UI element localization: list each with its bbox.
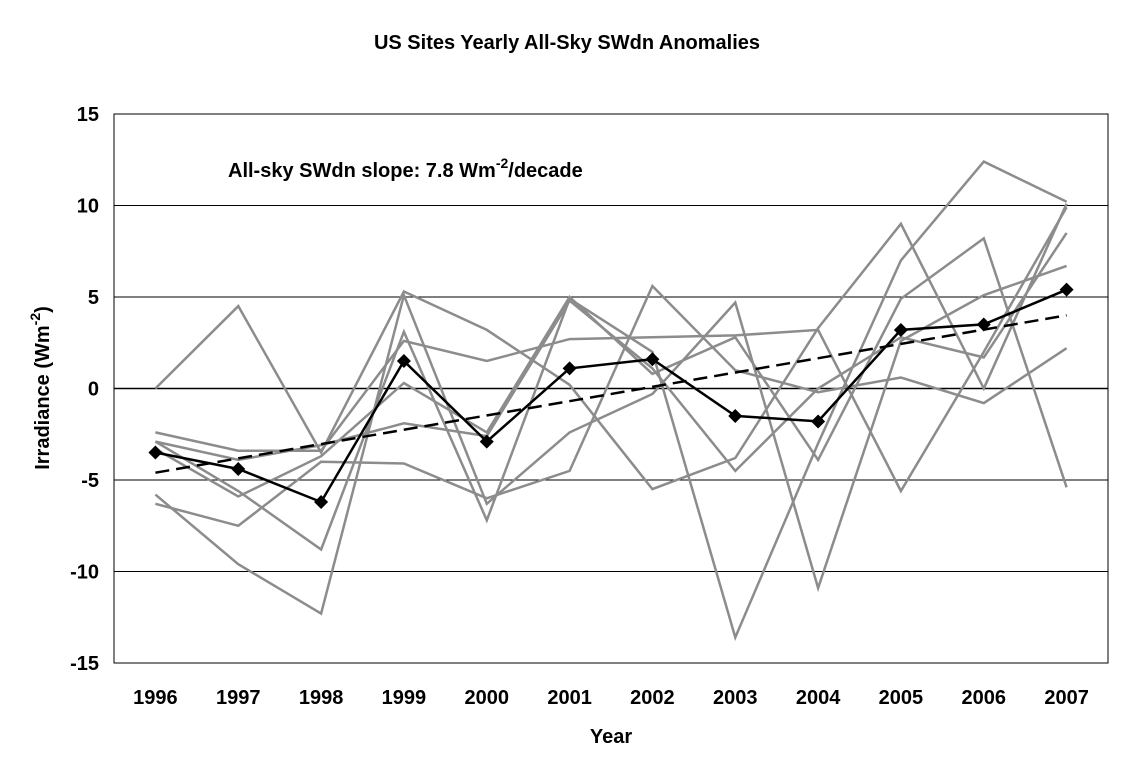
site-series-line-7 <box>154 236 1068 498</box>
slope-annotation-prefix: All-sky SWdn slope: 7.8 Wm <box>228 160 496 182</box>
y-axis-title-end: ) <box>32 306 54 313</box>
mean-point-marker <box>811 414 826 429</box>
x-tick-label: 2005 <box>879 687 924 709</box>
grid-lines <box>114 205 1108 572</box>
mean-point-marker <box>1059 282 1074 297</box>
chart-title: US Sites Yearly All-Sky SWdn Anomalies <box>374 32 760 54</box>
mean-point-marker <box>148 445 163 460</box>
slope-annotation-suffix: /decade <box>508 160 582 182</box>
mean-point-marker <box>893 322 908 337</box>
mean-series-line <box>155 288 1068 504</box>
y-tick-label: 15 <box>77 104 99 126</box>
mean-point-marker <box>314 494 329 509</box>
x-tick-label: 1998 <box>299 687 344 709</box>
y-tick-label: 10 <box>77 196 99 218</box>
y-tick-labels: -15 -10 -5 0 5 10 15 <box>70 104 99 675</box>
x-tick-label: 1997 <box>216 687 261 709</box>
trend-line <box>155 314 1067 474</box>
mean-point-marker <box>728 408 743 423</box>
trend-line-group <box>155 314 1067 474</box>
x-tick-label: 2004 <box>796 687 841 709</box>
x-axis-title: Year <box>590 726 632 748</box>
mean-series-group <box>148 282 1074 509</box>
mean-point-marker <box>479 434 494 449</box>
x-tick-label: 1999 <box>382 687 427 709</box>
x-tick-labels: 1996 1997 1998 1999 2000 2001 2002 2003 2004 2005… <box>133 687 1089 709</box>
mean-point-marker <box>396 354 411 369</box>
x-tick-label: 2003 <box>713 687 758 709</box>
mean-point-marker <box>231 462 246 477</box>
slope-annotation: All-sky SWdn slope: 7.8 Wm-2/decade <box>228 155 583 182</box>
x-tick-label: 2006 <box>962 687 1007 709</box>
slope-annotation-sup: -2 <box>496 155 509 171</box>
y-tick-label: -10 <box>70 562 99 584</box>
y-tick-label: -5 <box>81 470 99 492</box>
mean-point-marker <box>645 352 660 367</box>
site-series-line-1 <box>154 203 1068 491</box>
y-tick-label: 5 <box>88 287 99 309</box>
site-series-line-5 <box>154 264 1068 616</box>
y-axis-title-sup: -2 <box>27 313 43 326</box>
x-tick-label: 1996 <box>133 687 178 709</box>
site-series-line-4 <box>154 160 1068 642</box>
site-series-line-2 <box>155 206 1068 494</box>
plot-area-frame <box>113 113 1109 664</box>
x-tick-label: 2007 <box>1044 687 1089 709</box>
y-tick-label: -15 <box>70 653 99 675</box>
x-tick-label: 2002 <box>630 687 675 709</box>
site-series-line-3 <box>155 283 1068 528</box>
site-series-lines <box>154 160 1068 642</box>
x-tick-label: 2000 <box>465 687 510 709</box>
y-axis-title-main: Irradiance (Wm <box>32 325 54 469</box>
mean-point-marker <box>562 361 577 376</box>
y-axis-title: Irradiance (Wm-2) <box>27 306 54 470</box>
y-tick-label: 0 <box>88 379 99 401</box>
mean-point-marker <box>976 317 991 332</box>
x-tick-label: 2001 <box>547 687 592 709</box>
